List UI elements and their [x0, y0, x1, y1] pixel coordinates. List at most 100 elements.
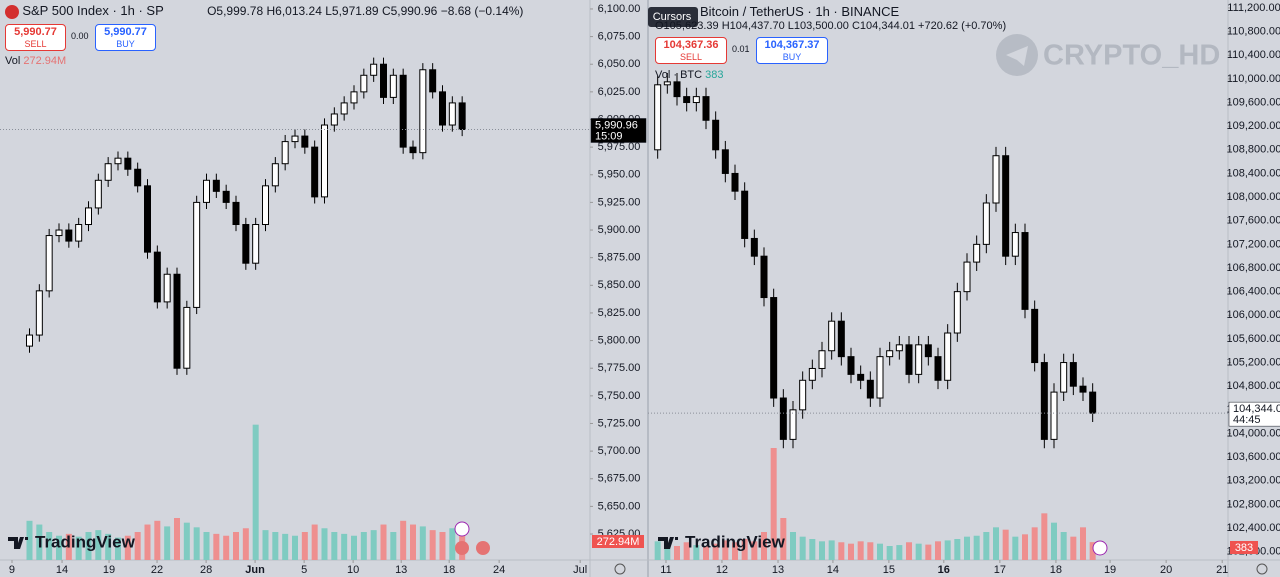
candle-body [683, 96, 691, 104]
candle-body [915, 344, 923, 375]
sell-button[interactable]: 5,990.77 SELL [5, 24, 66, 51]
candle-body [837, 320, 845, 358]
x-tick-label: Jun [245, 564, 265, 576]
logo-glyph [8, 537, 28, 549]
candle-body [866, 379, 874, 399]
volume-bar [886, 546, 893, 560]
candle-body [1040, 362, 1048, 440]
buy-price: 5,990.77 [104, 26, 147, 38]
candle-body [886, 350, 894, 358]
countdown: 15:09 [595, 130, 623, 142]
x-tick-label: 18 [1050, 564, 1062, 576]
candle-body [271, 163, 279, 187]
buy-label: BUY [782, 52, 802, 62]
ohlc-change: +720.62 (+0.70%) [918, 20, 1007, 32]
volume-bar [993, 527, 999, 560]
y-tick-label: 109,600.00 [1226, 96, 1280, 108]
candle-body [222, 190, 230, 203]
y-tick-label: 110,400.00 [1227, 49, 1280, 61]
candle-body [183, 306, 191, 369]
candle-body [1079, 385, 1087, 393]
volume-bar [722, 540, 729, 560]
volume-bar [809, 539, 816, 560]
volume-axis-label: 272.94M [597, 536, 640, 548]
candle-body [301, 135, 309, 148]
sell-label: SELL [679, 52, 703, 62]
last-price-bg [1228, 401, 1280, 427]
candle-body [134, 168, 142, 187]
settings-icon[interactable] [614, 563, 626, 575]
volume-bar [105, 533, 112, 560]
candle-body [252, 224, 260, 264]
volume-bar [115, 537, 121, 560]
volume-bar [838, 542, 845, 560]
volume-bar [664, 543, 671, 560]
buy-button[interactable]: 5,990.77 BUY [95, 24, 156, 51]
candle-body [458, 102, 466, 130]
candle-body [232, 201, 240, 226]
volume-bar [877, 543, 883, 560]
candle-body [1021, 232, 1029, 310]
ohlc-open: O105,623.39 [655, 20, 719, 32]
volume-bar [351, 535, 357, 560]
y-tick-label: 110,800.00 [1227, 26, 1280, 38]
candle-body [1050, 391, 1058, 440]
volume-bar [761, 532, 767, 560]
candle-body [330, 113, 338, 126]
y-tick-label: 110,000.00 [1227, 73, 1280, 85]
candle-body [85, 207, 92, 226]
candle-body [35, 290, 43, 336]
buy-button[interactable]: 104,367.37 BUY [756, 37, 828, 64]
event-icon [1092, 540, 1108, 556]
volume-bar [85, 532, 92, 560]
volume-bar [799, 536, 806, 560]
y-tick-label: 103,200.00 [1226, 475, 1280, 487]
volume-bar [341, 533, 348, 560]
spread: 0.00 [71, 31, 89, 41]
volume-bar [973, 535, 980, 560]
volume-bar [301, 532, 308, 560]
ohlc: O5,999.78 H6,013.24 L5,971.89 C5,990.96 … [207, 4, 523, 18]
volume-bar [154, 520, 161, 560]
candle-body [104, 163, 112, 181]
volume-bar [828, 540, 835, 560]
volume-bar [233, 532, 239, 560]
candle-body [399, 74, 407, 148]
candle-body [1011, 232, 1019, 257]
y-tick-label: 6,050.00 [598, 58, 641, 70]
ohlc-low: L103,500.00 [787, 20, 849, 32]
volume-bar [703, 546, 709, 560]
candle-body [924, 344, 932, 358]
y-tick-label: 5,975.00 [598, 141, 641, 153]
volume-bar [419, 526, 426, 560]
candle-body [992, 155, 1000, 204]
volume-bar [770, 448, 777, 560]
candle-body [770, 297, 778, 399]
y-tick-label: 106,000.00 [1226, 309, 1280, 321]
ohlc-high: H104,437.70 [721, 20, 785, 32]
tooltip: Cursors [653, 11, 692, 23]
volume-bar [1060, 532, 1067, 560]
volume-bar [272, 532, 279, 560]
volume-bar [292, 535, 298, 560]
ohlc: O105,623.39 H104,437.70 L103,500.00 C104… [655, 20, 1006, 32]
y-tick-label: 5,750.00 [598, 390, 641, 402]
candle-body [818, 350, 826, 369]
settings-icon[interactable] [1256, 563, 1268, 575]
x-tick-label: 17 [994, 564, 1006, 576]
y-tick-label: 6,025.00 [598, 86, 641, 98]
sell-button[interactable]: 104,367.36 SELL [655, 37, 727, 64]
x-tick-label: 5 [301, 564, 307, 576]
volume-bar [65, 533, 72, 560]
y-tick-label: 5,650.00 [598, 500, 641, 512]
tooltip-bg [648, 7, 698, 27]
flag-icon [455, 541, 469, 555]
logo-text: TradingView [35, 532, 136, 551]
y-tick-label: 6,075.00 [598, 30, 641, 42]
candle-body [380, 63, 387, 98]
watermark-icon-glyph [1006, 46, 1028, 66]
volume-bar [1022, 534, 1028, 560]
candle-body [429, 69, 437, 93]
volume-bar [964, 536, 970, 560]
